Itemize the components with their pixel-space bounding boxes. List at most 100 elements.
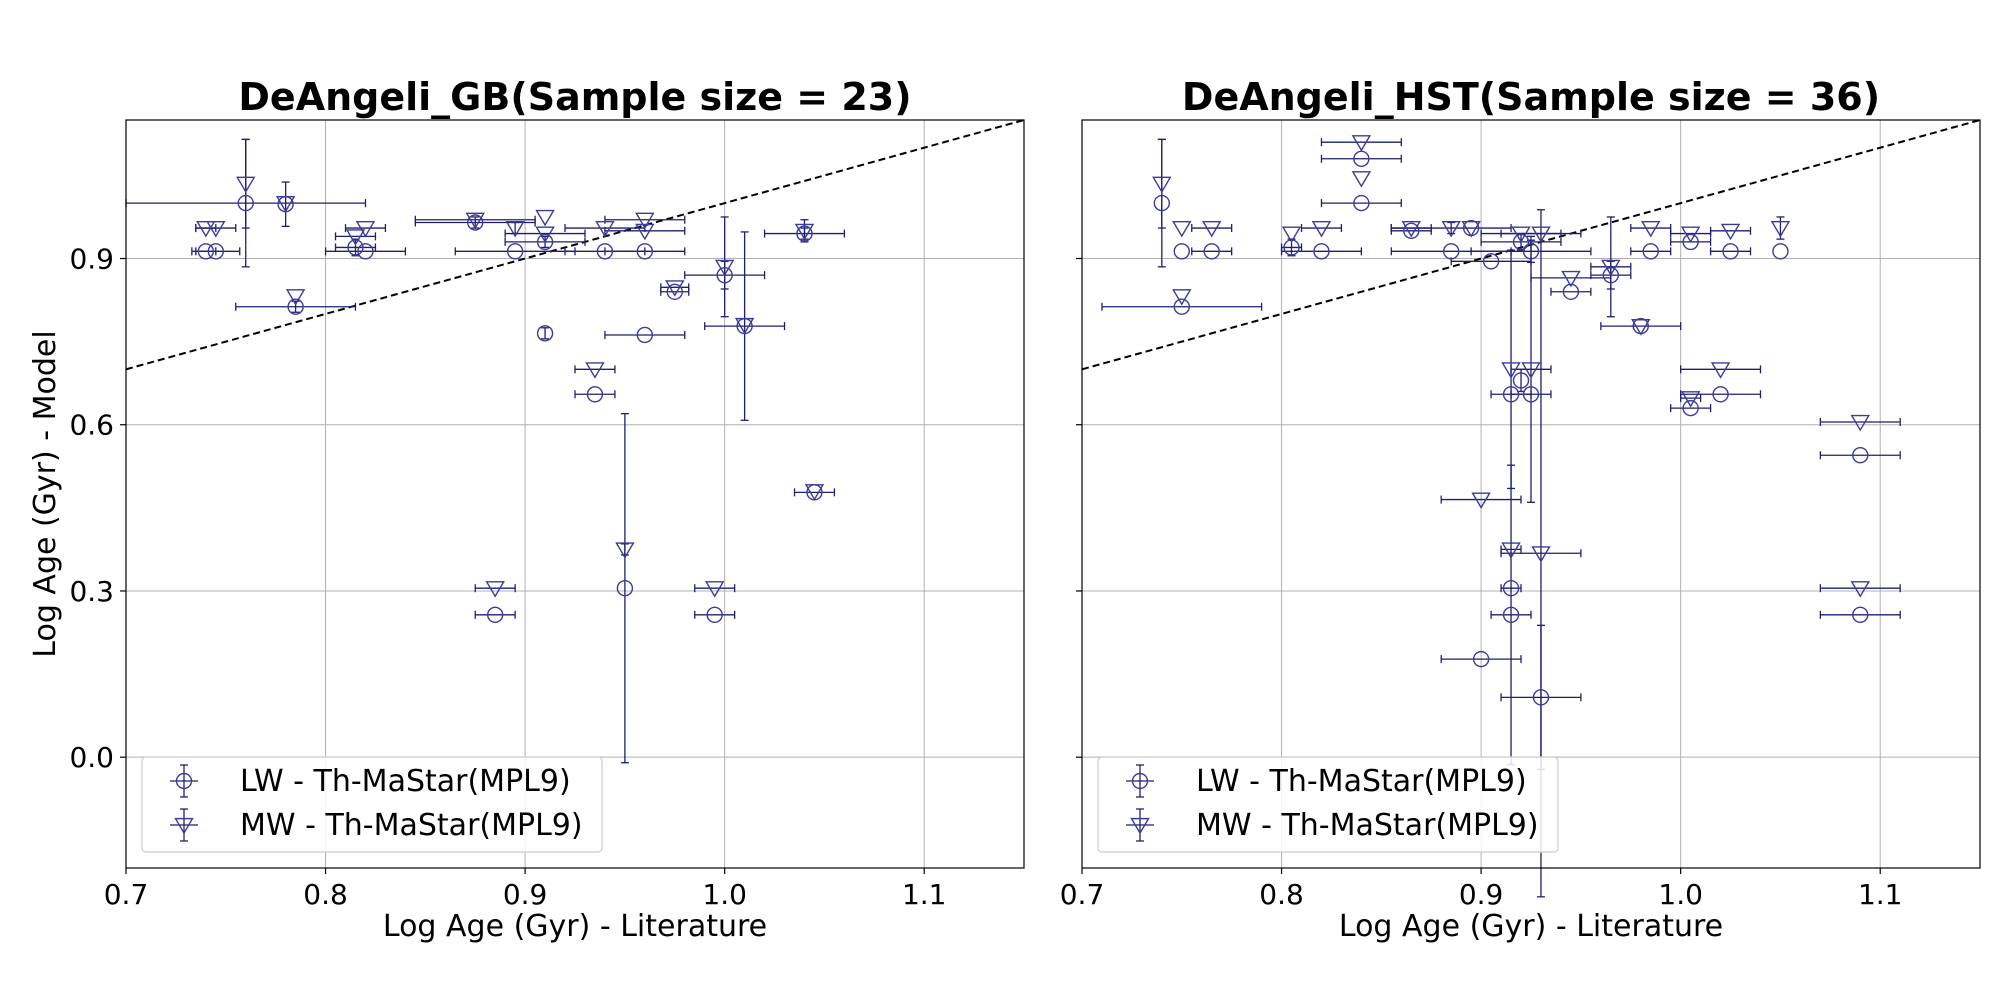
mw-point [1401,220,1421,238]
lw-point [716,266,733,284]
mw-point [1680,226,1701,244]
x-tick-label: 1.1 [902,878,947,911]
mw-point [665,280,685,297]
legend-label-lw: LW - Th-MaStar(MPL9) [1196,764,1527,799]
legend-label-lw: LW - Th-MaStar(MPL9) [240,764,571,799]
lw-point [616,579,634,597]
mw-point [535,226,555,244]
mw-point [804,484,825,501]
mw-point [615,542,635,559]
lw-point [1173,298,1190,315]
legend-label-mw: MW - Th-MaStar(MPL9) [1196,808,1539,843]
mw-point [196,220,216,238]
identity-line-segment [125,119,1025,371]
markers [196,176,825,623]
lw-point [1153,194,1171,212]
legend-circle-marker [1126,764,1154,798]
mw-point [595,220,615,238]
mw-point [1710,362,1731,379]
mw-point [485,581,505,598]
mw-point [1311,220,1332,238]
lw-point [1532,689,1550,706]
mw-point [1461,220,1481,238]
lw-point [1562,283,1580,300]
mw-point [1201,220,1222,238]
mw-point [535,209,555,227]
mw-point [206,220,226,238]
lw-point [1353,194,1370,212]
lw-point [1173,243,1190,260]
x-tick-label: 1.0 [1658,878,1703,911]
identity-line [125,119,1025,371]
y-tick-label: 0.9 [69,243,114,276]
lw-point [347,239,364,256]
mw-point [345,229,366,246]
y-axis-label: Log Age (Gyr) - Model [28,330,63,657]
mw-point [1601,259,1621,277]
mw-point [1631,319,1651,336]
lw-point [586,386,604,403]
mw-point [1850,581,1870,598]
lw-point [1442,243,1460,260]
x-tick-label: 0.9 [1459,878,1504,911]
mw-point [1641,220,1661,238]
mw-point [1850,414,1870,432]
mw-point [1172,289,1192,306]
lw-point [1682,399,1699,417]
mw-point [1281,226,1302,244]
legend: LW - Th-MaStar(MPL9) MW - Th-MaStar(MPL9… [1097,756,1559,853]
lw-point [596,243,614,260]
legend-circle-marker [170,764,198,798]
lw-point [237,194,254,212]
lw-point [636,326,654,344]
lw-point [1472,650,1490,668]
lw-point [536,233,554,251]
lw-point [1203,243,1220,260]
panel-deangeli-gb: DeAngeli_GB(Sample size = 23) 0.7 0.8 0.9 1… [28,75,1025,944]
legend-circle [175,772,193,790]
lw-point [1482,253,1500,270]
lw-point [197,243,215,260]
lw-point [506,243,524,260]
lw-point [706,606,723,623]
mw-point [1531,226,1551,244]
lw-point [1512,233,1530,251]
mw-point [465,212,485,230]
lw-point [1502,606,1520,623]
lw-point [1772,243,1789,260]
lw-point [796,225,813,242]
mw-point [704,581,725,598]
lw-point [486,606,504,623]
x-tick-label: 0.7 [104,878,149,911]
lw-point [467,214,484,231]
lw-point [1403,222,1420,240]
legend-triangle-marker [170,808,198,842]
plot-frame [125,119,1025,869]
tick-labels: 0.7 0.8 0.9 1.0 1.1 [1060,257,1902,911]
y-tick-label: 0.6 [69,409,114,442]
mw-point [285,289,306,306]
lw-point [1502,386,1520,403]
lw-point [1522,386,1540,403]
markers [1152,135,1870,706]
chart-title: DeAngeli_GB(Sample size = 23) [238,75,911,119]
lw-point [287,298,304,315]
legend-triangle [174,817,194,835]
legend-label-mw: MW - Th-MaStar(MPL9) [240,808,583,843]
mw-point [585,362,605,379]
mw-point [1501,542,1521,559]
mw-point [1441,220,1461,238]
y-tick-label: 0.0 [69,741,114,774]
lw-point [1682,233,1699,251]
legend-triangle-marker [1126,808,1154,842]
y-tick-label: 0.3 [69,575,114,608]
mw-point [734,317,755,335]
mw-point [505,220,525,238]
x-tick-label: 0.7 [1060,878,1105,911]
x-axis-label: Log Age (Gyr) - Literature [383,909,767,944]
mw-point [1351,135,1372,152]
x-tick-label: 0.9 [503,878,548,911]
legend-circle [1131,772,1149,790]
mw-point [635,223,655,241]
